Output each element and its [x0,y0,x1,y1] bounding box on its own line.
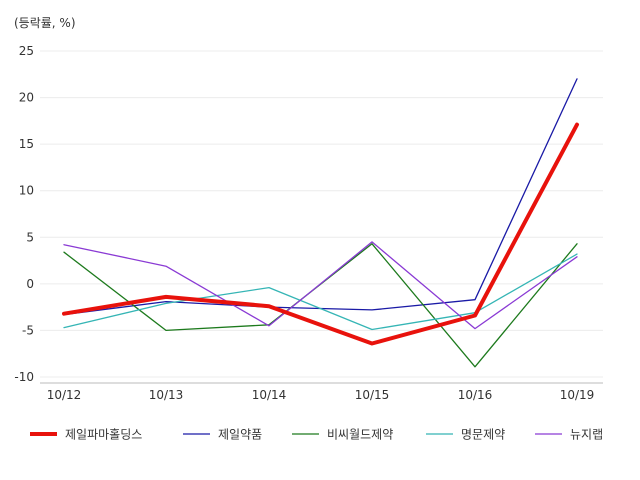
y-tick-label: -5 [22,323,34,337]
series-line-1 [63,78,578,316]
x-tick-label: 10/19 [560,388,595,402]
y-tick-label: 0 [26,277,34,291]
y-tick-label: 15 [19,137,34,151]
x-tick-label: 10/14 [252,388,287,402]
legend-label: 뉴지랩 [570,428,603,442]
series-line-0 [62,122,579,346]
y-tick-label: 20 [19,91,34,105]
legend-label: 비씨월드제약 [327,427,393,442]
y-tick-label: -10 [14,370,34,384]
series-line-3 [63,253,578,331]
x-tick-label: 10/12 [47,388,82,402]
series-lines [62,78,579,368]
x-axis-ticks: 10/12 10/13 10/14 10/15 10/16 10/19 [47,388,595,402]
legend-label: 제일약품 [218,427,262,442]
unit-label: (등락률, %) [14,16,76,30]
legend-label: 제일파마홀딩스 [65,428,142,442]
y-axis-ticks: 25 20 15 10 5 0 -5 -10 [14,44,34,384]
y-tick-label: 25 [19,44,34,58]
x-tick-label: 10/13 [149,388,184,402]
gridlines [40,50,603,378]
y-tick-label: 5 [26,230,34,244]
legend-label: 명문제약 [461,427,505,442]
series-line-4 [63,241,578,330]
x-tick-label: 10/16 [458,388,493,402]
y-tick-label: 10 [19,184,34,198]
legend: 제일파마홀딩스 제일약품 비씨월드제약 명문제약 뉴지랩 [30,427,603,442]
x-tick-label: 10/15 [355,388,390,402]
